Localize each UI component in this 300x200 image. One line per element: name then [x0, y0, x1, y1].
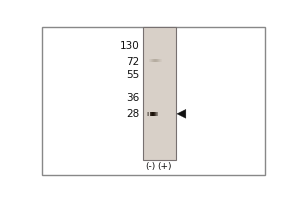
Bar [157, 59, 158, 62]
Bar [143, 27, 176, 160]
Text: 130: 130 [120, 41, 140, 51]
Text: 55: 55 [127, 70, 140, 80]
Bar [159, 59, 160, 62]
Bar [150, 59, 151, 62]
Bar [152, 59, 153, 62]
Text: 72: 72 [127, 57, 140, 67]
Bar [149, 59, 150, 62]
Bar [158, 59, 159, 62]
Polygon shape [177, 109, 186, 118]
Bar [156, 59, 157, 62]
Text: (+): (+) [157, 162, 172, 171]
Text: 28: 28 [127, 109, 140, 119]
Bar [161, 59, 162, 62]
Text: 36: 36 [127, 93, 140, 103]
Text: (-): (-) [146, 162, 156, 171]
Bar [160, 59, 161, 62]
Bar [154, 59, 155, 62]
Bar [155, 59, 156, 62]
Bar [160, 59, 161, 62]
Bar [153, 59, 154, 62]
Bar [151, 59, 152, 62]
